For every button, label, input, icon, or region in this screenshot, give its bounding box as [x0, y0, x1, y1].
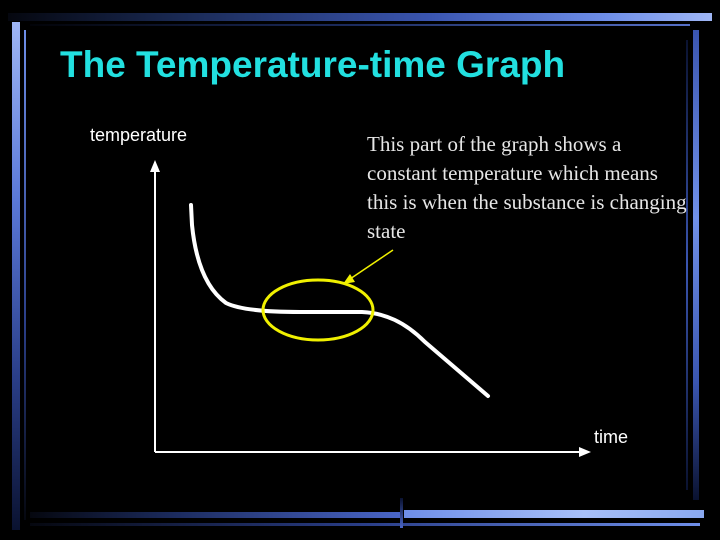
x-axis-label: time	[594, 427, 628, 447]
decorative-border-top-thin	[30, 24, 690, 26]
callout-arrow-line	[349, 249, 394, 280]
callout-arrowhead	[343, 274, 355, 284]
constant-temperature-highlight	[261, 278, 375, 342]
decorative-border-bottom-right	[404, 510, 704, 518]
callout-text: This part of the graph shows a constant …	[367, 132, 687, 243]
decorative-border-left	[12, 22, 20, 530]
decorative-border-bottom-left	[30, 512, 402, 518]
y-axis-label: temperature	[90, 125, 187, 145]
decorative-border-left-thin	[24, 30, 26, 520]
decorative-border-right-thin	[686, 40, 688, 490]
decorative-border-top	[8, 13, 712, 21]
x-axis-arrowhead	[579, 447, 591, 457]
decorative-border-right	[693, 30, 699, 500]
slide-title: The Temperature-time Graph	[60, 44, 566, 85]
decorative-border-bottom-thin	[30, 523, 700, 526]
y-axis-arrowhead	[150, 160, 160, 172]
decorative-border-bottom-tick	[400, 498, 403, 528]
cooling-curve	[189, 203, 490, 398]
